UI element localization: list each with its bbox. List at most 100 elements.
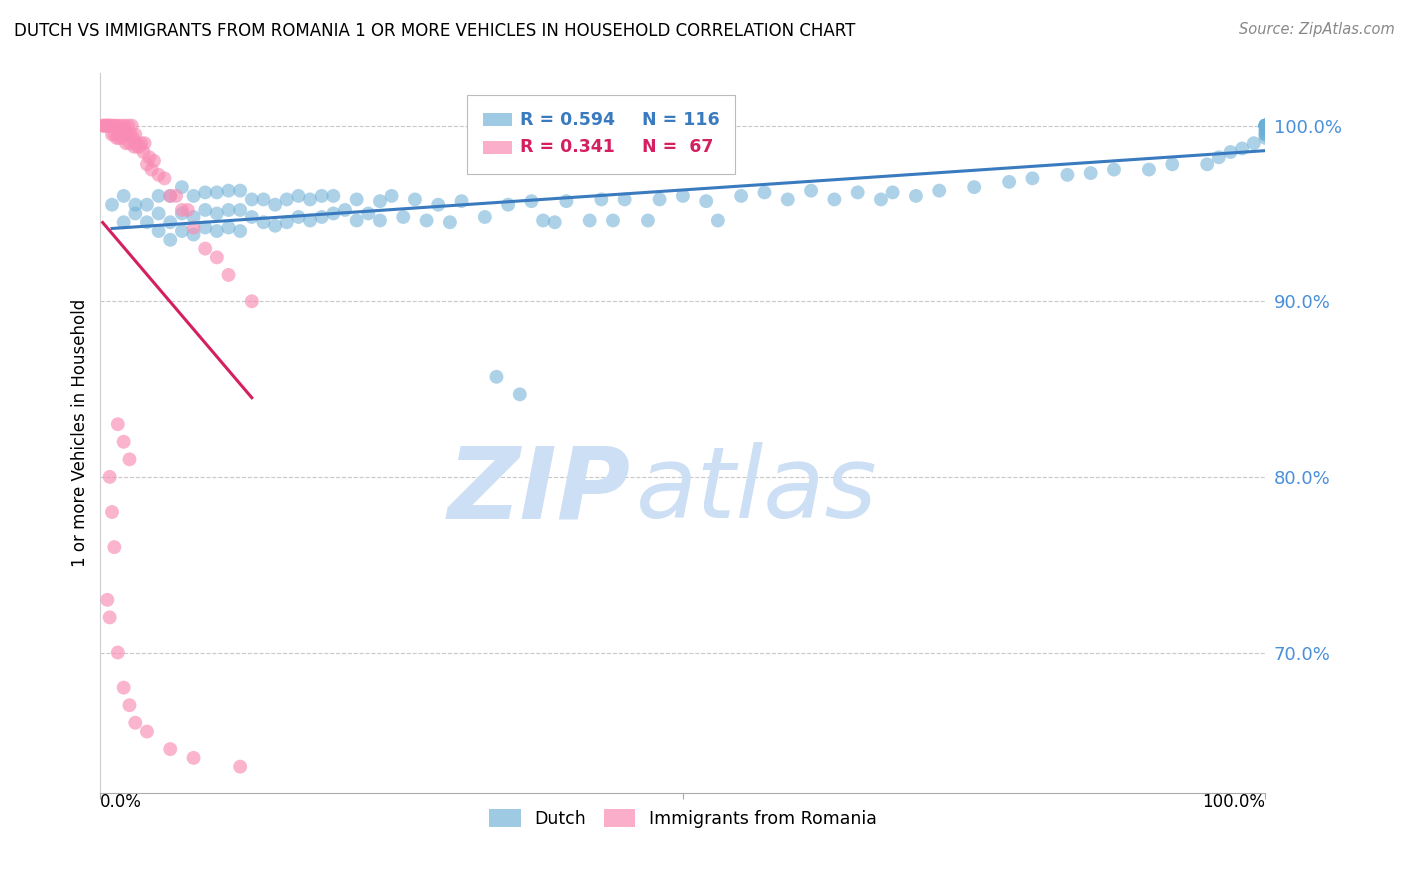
Point — [602, 213, 624, 227]
Point — [105, 131, 128, 145]
Point — [264, 219, 287, 233]
Point — [276, 215, 298, 229]
Point — [108, 124, 131, 138]
Point — [183, 220, 205, 235]
Point — [322, 206, 344, 220]
Point — [108, 131, 131, 145]
Point — [115, 128, 138, 142]
Point — [107, 417, 129, 432]
Point — [240, 210, 263, 224]
Point — [520, 194, 543, 209]
Point — [1254, 119, 1277, 133]
Point — [132, 145, 155, 159]
Point — [1243, 136, 1265, 151]
Point — [1161, 157, 1184, 171]
Point — [159, 742, 181, 756]
Point — [122, 140, 145, 154]
Point — [101, 128, 124, 142]
Point — [311, 189, 333, 203]
Point — [591, 193, 613, 207]
Point — [1254, 119, 1277, 133]
Point — [205, 206, 228, 220]
Point — [333, 202, 356, 217]
Point — [357, 206, 380, 220]
Point — [928, 184, 950, 198]
Point — [93, 119, 115, 133]
Text: R = 0.594: R = 0.594 — [520, 111, 614, 128]
Point — [800, 184, 823, 198]
Point — [170, 180, 193, 194]
Point — [183, 210, 205, 224]
Point — [695, 194, 717, 209]
Point — [205, 186, 228, 200]
Point — [94, 119, 117, 133]
Point — [252, 193, 274, 207]
Point — [1254, 119, 1277, 133]
Point — [368, 194, 391, 209]
Legend: Dutch, Immigrants from Romania: Dutch, Immigrants from Romania — [482, 802, 883, 835]
Point — [229, 202, 252, 217]
Point — [104, 119, 127, 133]
Point — [98, 610, 121, 624]
Point — [544, 215, 567, 229]
Point — [707, 213, 730, 227]
Point — [112, 124, 135, 138]
Point — [252, 215, 274, 229]
Point — [136, 157, 159, 171]
Point — [101, 119, 124, 133]
Point — [194, 202, 217, 217]
Text: ZIP: ZIP — [447, 442, 630, 539]
Point — [124, 206, 146, 220]
Point — [1021, 171, 1043, 186]
Point — [998, 175, 1021, 189]
Point — [1137, 162, 1160, 177]
Point — [450, 194, 472, 209]
Point — [107, 646, 129, 660]
Point — [299, 213, 322, 227]
Point — [141, 162, 163, 177]
Point — [107, 119, 129, 133]
Point — [136, 197, 159, 211]
Point — [125, 136, 148, 151]
Point — [1254, 131, 1277, 145]
Point — [439, 215, 461, 229]
Point — [170, 206, 193, 220]
Point — [118, 136, 141, 151]
Point — [183, 189, 205, 203]
Point — [474, 210, 496, 224]
Point — [264, 197, 287, 211]
Point — [148, 206, 170, 220]
Point — [846, 186, 869, 200]
Point — [1197, 157, 1219, 171]
Point — [153, 171, 176, 186]
Point — [415, 213, 437, 227]
Point — [823, 193, 845, 207]
Point — [276, 193, 298, 207]
Text: atlas: atlas — [637, 442, 877, 539]
Text: N = 116: N = 116 — [643, 111, 720, 128]
Point — [730, 189, 752, 203]
Point — [218, 268, 240, 282]
Point — [1254, 128, 1277, 142]
Point — [1254, 119, 1277, 133]
Point — [183, 751, 205, 765]
Text: 0.0%: 0.0% — [100, 793, 142, 811]
Point — [555, 194, 578, 209]
Text: Source: ZipAtlas.com: Source: ZipAtlas.com — [1239, 22, 1395, 37]
Point — [124, 715, 146, 730]
Point — [311, 210, 333, 224]
Point — [159, 215, 181, 229]
Point — [392, 210, 415, 224]
Point — [134, 136, 156, 151]
Point — [904, 189, 927, 203]
Point — [136, 215, 159, 229]
Point — [1208, 150, 1230, 164]
Point — [122, 131, 145, 145]
Point — [136, 724, 159, 739]
Point — [509, 387, 531, 401]
Text: R = 0.341: R = 0.341 — [520, 138, 614, 156]
Point — [485, 369, 508, 384]
Point — [91, 119, 114, 133]
Point — [672, 189, 695, 203]
Point — [1219, 145, 1241, 159]
